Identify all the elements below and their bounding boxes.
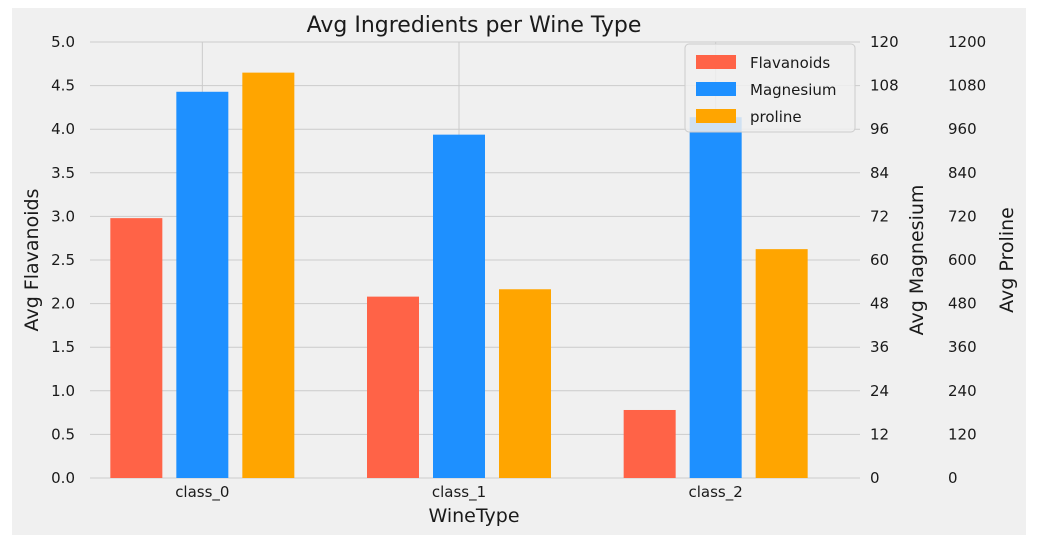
x-tick-label: class_1 [432,483,486,502]
bar-flavanoids-class_0 [110,218,163,479]
proline-tick-label: 600 [948,251,977,269]
bar-flavanoids-class_2 [623,409,676,478]
chart-title: Avg Ingredients per Wine Type [307,13,642,38]
bar-magnesium-class_2 [689,117,742,479]
magnesium-tick-label: 24 [870,382,889,400]
bar-proline-class_2 [755,249,808,478]
magnesium-tick-label: 12 [870,425,889,443]
proline-tick-label: 840 [948,164,977,182]
left-tick-label: 0.5 [51,425,75,443]
legend: Flavanoids Magnesium proline [684,43,856,133]
proline-tick-label: 120 [948,425,977,443]
proline-tick-label: 480 [948,295,977,313]
magnesium-tick-label: 120 [870,33,899,51]
left-tick-label: 2.0 [51,295,75,313]
ticks: 0.0 0.5 1.0 1.5 2.0 2.5 3.0 3.5 4.0 4.5 5.0 0 12 24 36… [51,33,986,502]
magnesium-tick-label: 60 [870,251,889,269]
proline-tick-label: 240 [948,382,977,400]
magnesium-tick-label: 0 [870,469,880,487]
left-tick-label: 4.5 [51,77,75,95]
magnesium-tick-label: 48 [870,295,889,313]
proline-axis-title: Avg Proline [996,207,1018,313]
magnesium-tick-label: 36 [870,338,889,356]
left-tick-label: 1.0 [51,382,75,400]
x-axis-title: WineType [428,505,519,527]
bar-flavanoids-class_1 [367,296,419,478]
left-tick-label: 2.5 [51,251,75,269]
bar-magnesium-class_0 [176,91,229,478]
proline-tick-label: 1200 [948,33,986,51]
magnesium-tick-label: 84 [870,164,889,182]
proline-tick-label: 0 [948,469,958,487]
proline-tick-label: 360 [948,338,977,356]
proline-tick-label: 1080 [948,77,986,95]
left-tick-label: 0.0 [51,469,75,487]
left-tick-label: 5.0 [51,33,75,51]
left-tick-label: 3.0 [51,207,75,225]
bar-proline-class_1 [499,289,551,478]
x-tick-label: class_0 [175,483,229,502]
legend-swatch-magnesium [696,82,736,96]
bar-proline-class_0 [242,72,295,478]
magnesium-tick-label: 96 [870,120,889,138]
left-axis-title: Avg Flavanoids [21,189,43,332]
proline-tick-label: 960 [948,120,977,138]
bars [110,72,808,479]
left-tick-label: 1.5 [51,338,75,356]
legend-label-magnesium: Magnesium [750,81,837,99]
magnesium-axis-title: Avg Magnesium [906,185,928,336]
left-tick-label: 4.0 [51,120,75,138]
magnesium-tick-label: 72 [870,207,889,225]
left-tick-label: 3.5 [51,164,75,182]
legend-label-flavanoids: Flavanoids [750,54,830,72]
proline-tick-label: 720 [948,207,977,225]
x-tick-label: class_2 [689,483,743,502]
legend-label-proline: proline [750,108,802,126]
legend-swatch-proline [696,109,736,123]
magnesium-tick-label: 108 [870,77,899,95]
legend-swatch-flavanoids [696,55,736,69]
bar-magnesium-class_1 [433,134,485,478]
